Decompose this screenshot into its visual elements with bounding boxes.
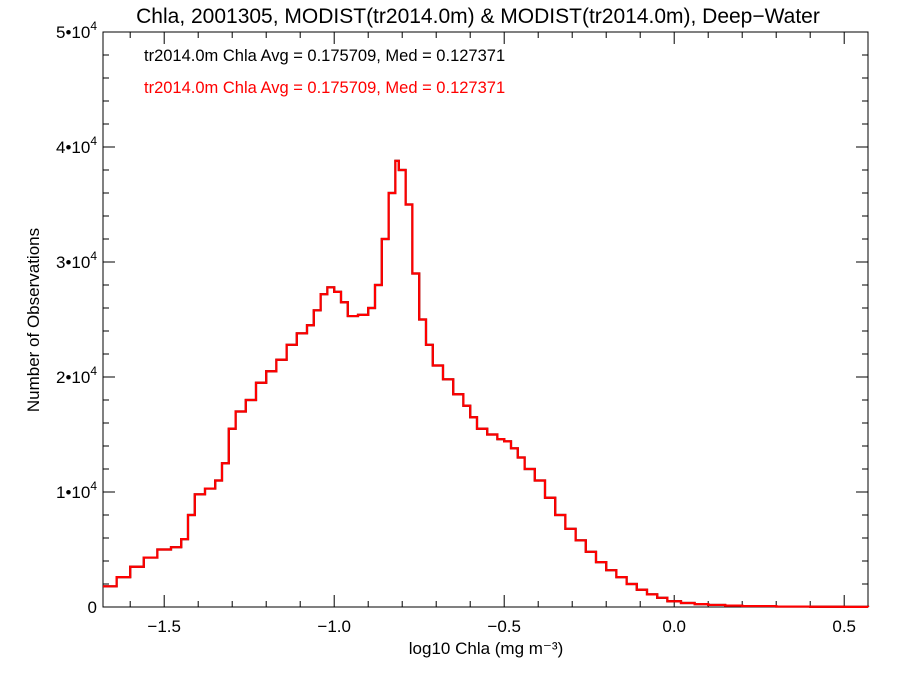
y-tick-label: 5•104	[56, 19, 97, 42]
y-tick-label: 4•104	[56, 134, 97, 157]
x-tick-label: −0.5	[487, 617, 521, 636]
y-axis-label: Number of Observations	[24, 228, 43, 412]
y-tick-label: 1•104	[56, 479, 97, 502]
y-tick-label: 3•104	[56, 249, 97, 272]
x-tick-label: 0.5	[832, 617, 856, 636]
series-group	[103, 159, 870, 609]
y-tick-label: 2•104	[56, 364, 97, 387]
series-line-1	[103, 159, 870, 609]
plot-frame	[102, 31, 869, 608]
x-axis-label: log10 Chla (mg m⁻³)	[409, 639, 563, 658]
chart-title: Chla, 2001305, MODIST(tr2014.0m) & MODIS…	[136, 5, 820, 28]
x-tick-labels: −1.5 −1.0 −0.5 0.0 0.5	[147, 617, 856, 636]
x-tick-label: −1.0	[317, 617, 351, 636]
y-tick-labels: 0 1•104 2•104 3•104 4•104 5•104	[56, 19, 97, 617]
y-tick-label: 0	[88, 598, 97, 617]
x-tick-label: 0.0	[662, 617, 686, 636]
x-tick-label: −1.5	[147, 617, 181, 636]
annotation-red: tr2014.0m Chla Avg = 0.175709, Med = 0.1…	[144, 79, 505, 97]
annotation-black: tr2014.0m Chla Avg = 0.175709, Med = 0.1…	[144, 47, 505, 65]
